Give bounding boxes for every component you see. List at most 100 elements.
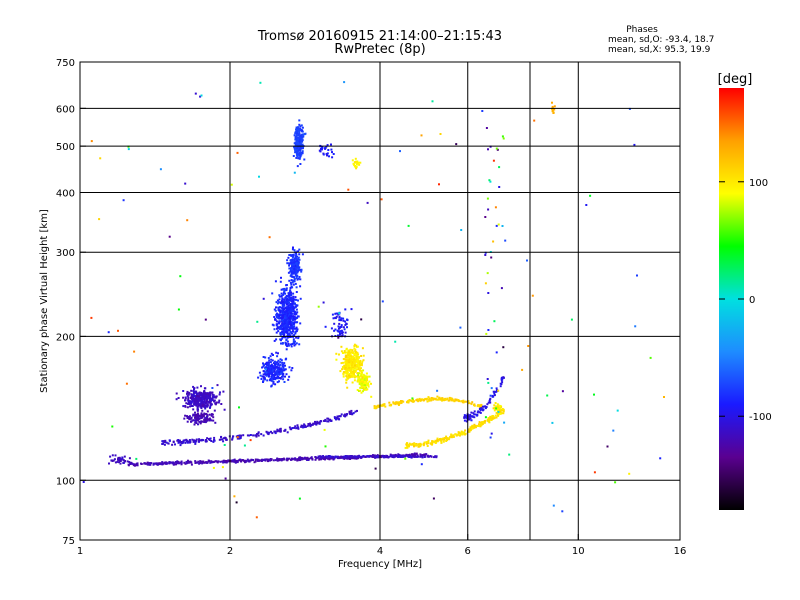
- scatter-point: [256, 459, 259, 462]
- scatter-point: [211, 397, 214, 400]
- scatter-point: [262, 373, 265, 376]
- scatter-point: [288, 254, 291, 256]
- scatter-point: [296, 137, 299, 140]
- scatter-point: [487, 381, 490, 384]
- scatter-point: [319, 420, 322, 422]
- scatter-point: [444, 398, 447, 401]
- scatter-point: [282, 303, 285, 305]
- scatter-point: [264, 368, 267, 371]
- scatter-point: [189, 440, 192, 443]
- scatter-point: [163, 443, 166, 446]
- scatter-point: [426, 455, 429, 458]
- scatter-point: [290, 309, 293, 312]
- scatter-point: [353, 367, 356, 370]
- scatter-point: [298, 136, 301, 139]
- scatter-point: [293, 278, 296, 281]
- scatter-point: [280, 292, 283, 295]
- scatter-point: [201, 400, 204, 402]
- scatter-point: [122, 459, 125, 462]
- scatter-point: [340, 413, 343, 416]
- scatter-point: [282, 293, 285, 296]
- scatter-point: [194, 442, 197, 445]
- scatter-point: [296, 426, 299, 429]
- scatter-point: [422, 442, 425, 445]
- scatter-point: [260, 378, 263, 380]
- scatter-point: [551, 108, 554, 111]
- scatter-point: [278, 459, 280, 462]
- scatter-point: [344, 413, 346, 416]
- scatter-point: [114, 461, 117, 464]
- scatter-point: [344, 324, 347, 326]
- scatter-point: [205, 397, 208, 400]
- scatter-point: [407, 455, 409, 458]
- scatter-point: [364, 456, 367, 458]
- scatter-point: [333, 329, 336, 332]
- scatter-point: [299, 142, 302, 145]
- scatter-point: [261, 375, 264, 378]
- scatter-point: [266, 369, 268, 372]
- scatter-point: [275, 370, 278, 373]
- scatter-point: [208, 418, 211, 421]
- scatter-point: [436, 389, 439, 392]
- scatter-point: [286, 327, 289, 330]
- scatter-point: [298, 459, 301, 462]
- scatter-point: [195, 395, 198, 397]
- scatter-point: [338, 415, 341, 418]
- scatter-point: [432, 398, 435, 401]
- y-tick-label: 100: [56, 476, 75, 487]
- scatter-point: [284, 329, 287, 332]
- scatter-point: [491, 394, 494, 397]
- scatter-point: [220, 403, 223, 405]
- scatter-point: [335, 418, 337, 421]
- scatter-point: [430, 397, 433, 399]
- scatter-point: [561, 390, 564, 393]
- scatter-point: [352, 360, 355, 363]
- scatter-point: [187, 397, 190, 400]
- scatter-point: [362, 390, 364, 393]
- scatter-point: [294, 425, 297, 428]
- scatter-point: [493, 320, 496, 323]
- scatter-point: [301, 426, 304, 429]
- scatter-point: [186, 415, 188, 418]
- scatter-point: [346, 376, 349, 378]
- scatter-point: [222, 390, 225, 393]
- scatter-point: [221, 460, 224, 463]
- scatter-point: [168, 439, 171, 442]
- scatter-point: [636, 274, 638, 277]
- scatter-point: [288, 296, 291, 299]
- scatter-point: [487, 148, 489, 151]
- scatter-point: [349, 352, 352, 355]
- scatter-point: [289, 291, 292, 294]
- scatter-point: [152, 463, 155, 466]
- scatter-point: [277, 307, 280, 310]
- scatter-point: [342, 373, 345, 376]
- scatter-point: [431, 100, 434, 103]
- scatter-point: [206, 437, 209, 440]
- scatter-point: [274, 309, 277, 312]
- scatter-point: [342, 317, 345, 320]
- scatter-point: [287, 293, 290, 296]
- scatter-point: [336, 329, 339, 332]
- scatter-point: [316, 420, 319, 423]
- scatter-point: [413, 443, 416, 445]
- scatter-point: [296, 328, 299, 331]
- scatter-point: [281, 364, 284, 366]
- scatter-point: [260, 433, 263, 436]
- scatter-point: [278, 309, 281, 312]
- scatter-point: [299, 278, 302, 281]
- scatter-point: [417, 445, 420, 448]
- scatter-point: [207, 459, 210, 462]
- scatter-point: [195, 404, 198, 407]
- scatter-point: [276, 377, 279, 380]
- scatter-point: [501, 225, 504, 227]
- scatter-point: [249, 434, 252, 436]
- scatter-point: [484, 407, 487, 410]
- scatter-point: [348, 365, 351, 368]
- scatter-point: [124, 460, 126, 462]
- scatter-point: [296, 153, 299, 156]
- scatter-point: [348, 410, 351, 413]
- scatter-point: [290, 428, 293, 431]
- scatter-point: [299, 151, 302, 154]
- scatter-point: [204, 439, 207, 442]
- scatter-point: [199, 421, 202, 424]
